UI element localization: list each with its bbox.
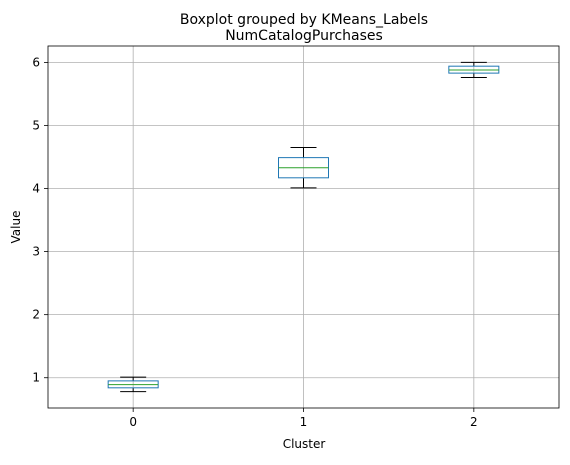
chart-suptitle: Boxplot grouped by KMeans_Labels bbox=[180, 12, 428, 28]
x-tick-label: 2 bbox=[470, 415, 478, 429]
y-tick-label: 6 bbox=[32, 55, 40, 69]
x-axis-label: Cluster bbox=[283, 437, 326, 451]
axes-layer: 0 1 2 1 2 3 4 5 6 bbox=[32, 45, 560, 429]
x-tick-label: 0 bbox=[129, 415, 137, 429]
y-tick-label: 1 bbox=[32, 371, 40, 385]
x-tick-label: 1 bbox=[300, 415, 308, 429]
chart-title: NumCatalogPurchases bbox=[225, 28, 383, 44]
box-cluster-2 bbox=[448, 61, 500, 79]
box-cluster-0 bbox=[107, 376, 159, 393]
y-tick-label: 4 bbox=[32, 182, 40, 196]
y-tick-label: 3 bbox=[32, 245, 40, 259]
boxes-layer bbox=[107, 61, 500, 393]
box-cluster-1 bbox=[278, 147, 329, 189]
grid-lines bbox=[48, 46, 559, 408]
y-tick-label: 2 bbox=[32, 308, 40, 322]
y-axis-label: Value bbox=[9, 211, 23, 244]
y-tick-label: 5 bbox=[32, 118, 40, 132]
